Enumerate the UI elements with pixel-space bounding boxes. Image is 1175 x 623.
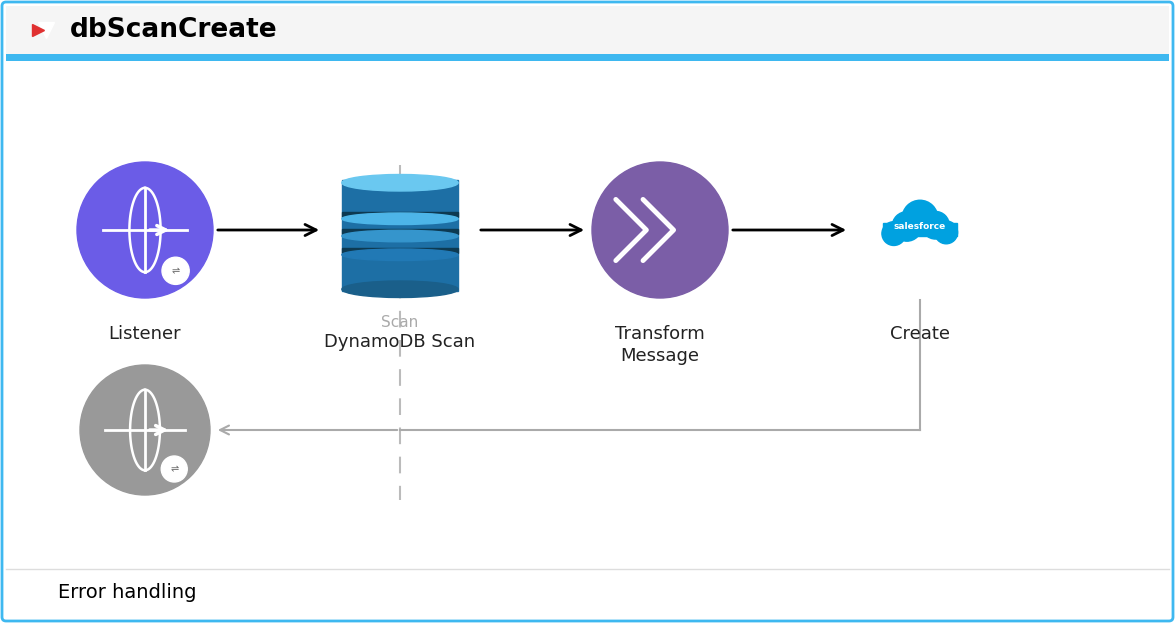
Circle shape <box>161 456 187 482</box>
Circle shape <box>935 221 958 244</box>
Ellipse shape <box>342 213 458 224</box>
Bar <box>342 248 458 253</box>
Ellipse shape <box>342 231 458 242</box>
Circle shape <box>80 365 210 495</box>
Circle shape <box>892 212 921 241</box>
Text: Listener: Listener <box>108 325 181 343</box>
Circle shape <box>902 200 938 236</box>
Bar <box>342 212 458 217</box>
Bar <box>884 223 956 236</box>
Text: Create: Create <box>889 325 951 343</box>
Text: dbScanCreate: dbScanCreate <box>70 17 277 43</box>
Text: Scan: Scan <box>382 315 418 330</box>
Circle shape <box>78 162 213 298</box>
Ellipse shape <box>342 281 458 298</box>
Text: DynamoDB Scan: DynamoDB Scan <box>324 333 476 351</box>
Circle shape <box>882 222 906 245</box>
Text: ⇌: ⇌ <box>170 464 179 474</box>
FancyBboxPatch shape <box>342 180 458 291</box>
Circle shape <box>162 257 189 285</box>
Text: Transform
Message: Transform Message <box>616 325 705 365</box>
Text: salesforce: salesforce <box>894 222 946 231</box>
Circle shape <box>592 162 728 298</box>
Circle shape <box>852 162 988 298</box>
Text: ⇌: ⇌ <box>172 266 180 276</box>
Bar <box>6 61 1169 569</box>
Ellipse shape <box>342 249 458 260</box>
Bar <box>6 6 1169 54</box>
Bar <box>342 229 458 234</box>
Text: Error handling: Error handling <box>58 584 196 602</box>
Bar <box>6 6 1169 61</box>
Ellipse shape <box>342 174 458 191</box>
Circle shape <box>921 211 949 239</box>
